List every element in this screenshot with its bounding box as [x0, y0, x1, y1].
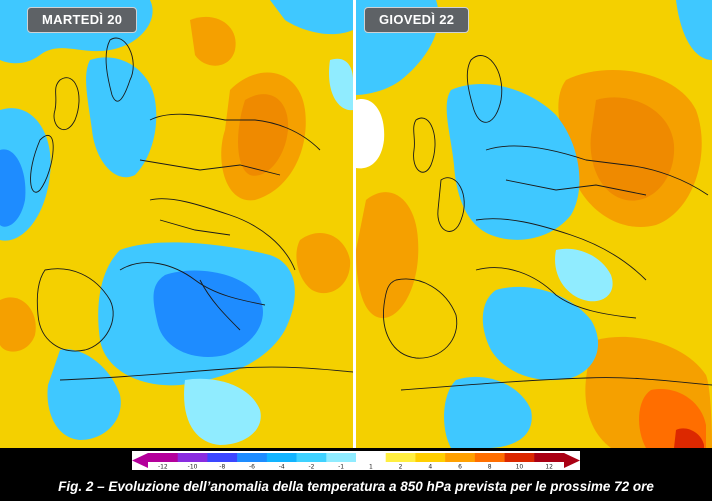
colorbar-scale: -12 -10 -8 -6 -4 -2 -1 1 2 4 6 8 10 12: [132, 451, 580, 470]
colorbar-cell: [148, 453, 179, 462]
colorbar-arrow-left: [132, 453, 148, 468]
colorbar-cell: [445, 453, 476, 462]
anomaly-map-thursday: [356, 0, 712, 448]
colorbar-cell: [326, 453, 357, 462]
colorbar-cell: [385, 453, 416, 462]
colorbar-arrow-right: [564, 453, 580, 468]
colorbar-tick-label: -8: [219, 464, 225, 471]
colorbar-tick-label: 1: [369, 464, 373, 471]
colorbar-cell: [237, 453, 268, 462]
colorbar-tick-label: -6: [249, 464, 255, 471]
colorbar-tick-label: -10: [188, 464, 198, 471]
colorbar-tick-label: 8: [488, 464, 492, 471]
colorbar: -12 -10 -8 -6 -4 -2 -1 1 2 4 6 8 10 12: [132, 451, 580, 470]
colorbar-tick-label: -12: [158, 464, 168, 471]
colorbar-tick-label: 6: [458, 464, 462, 471]
colorbar-tick-label: -2: [308, 464, 314, 471]
colorbar-tick-label: 12: [545, 464, 553, 471]
day-label-thursday: GIOVEDÌ 22: [364, 7, 470, 33]
colorbar-cell: [177, 453, 208, 462]
panel-divider: [353, 0, 356, 448]
colorbar-cell: [504, 453, 535, 462]
colorbar-cell: [266, 453, 297, 462]
map-panel-tuesday: [0, 0, 353, 448]
day-label-tuesday: MARTEDÌ 20: [27, 7, 138, 33]
colorbar-tick-label: 2: [399, 464, 403, 471]
colorbar-cell: [474, 453, 505, 462]
colorbar-tick-label: 10: [516, 464, 524, 471]
map-panel-thursday: [356, 0, 712, 448]
colorbar-cell: [296, 453, 327, 462]
colorbar-cell: [534, 453, 565, 462]
colorbar-tick-label: -4: [279, 464, 285, 471]
colorbar-cell: [207, 453, 238, 462]
colorbar-cell: [415, 453, 446, 462]
figure-caption: Fig. 2 – Evoluzione dell’anomalia della …: [0, 472, 712, 501]
anomaly-map-tuesday: [0, 0, 353, 448]
colorbar-cell: [356, 453, 387, 462]
colorbar-tick-label: -1: [338, 464, 344, 471]
colorbar-tick-label: 4: [428, 464, 432, 471]
